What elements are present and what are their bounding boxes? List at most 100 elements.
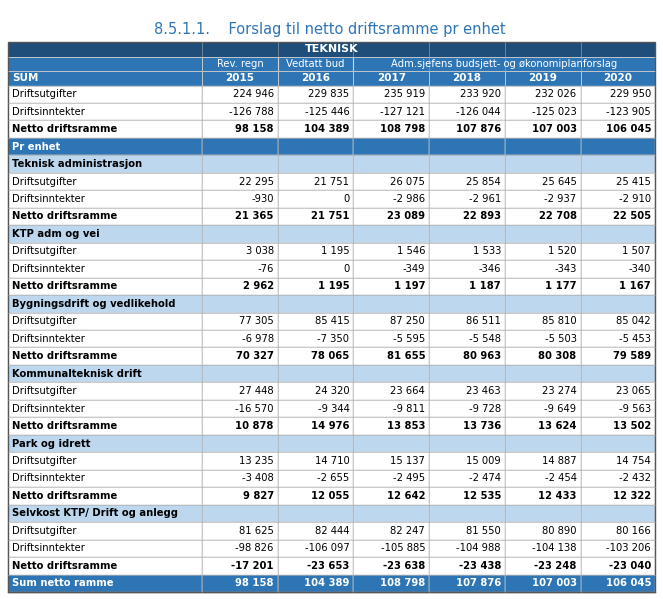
Bar [8,382,202,400]
Text: Teknisk administrasjon: Teknisk administrasjon [12,159,142,169]
Text: -6 978: -6 978 [242,334,274,344]
Text: 107 003: 107 003 [532,578,577,588]
Bar [353,330,429,347]
Bar [429,557,505,574]
Bar [505,103,581,120]
Bar [581,452,655,470]
Bar [202,522,278,540]
Bar [8,330,202,347]
Bar [202,120,278,138]
Bar [581,574,655,592]
Text: 98 158: 98 158 [235,124,274,134]
Bar [8,243,202,260]
Bar [8,208,202,225]
Text: 87 250: 87 250 [391,316,425,326]
Text: -125 446: -125 446 [305,107,349,117]
Text: -76: -76 [257,264,274,274]
Bar [505,277,581,295]
Text: 86 511: 86 511 [466,316,501,326]
Text: Selvkost KTP/ Drift og anlegg: Selvkost KTP/ Drift og anlegg [12,509,178,518]
Bar [8,365,202,382]
Text: Bygningsdrift og vedlikehold: Bygningsdrift og vedlikehold [12,299,176,309]
Text: -2 961: -2 961 [469,194,501,204]
Text: -9 728: -9 728 [469,404,501,414]
Bar [353,470,429,487]
Bar [8,452,202,470]
Bar [353,86,429,103]
Bar [505,243,581,260]
Bar [505,155,581,173]
Text: 1 197: 1 197 [394,282,425,291]
Text: 21 751: 21 751 [314,177,349,186]
Bar [353,435,429,452]
Text: -2 655: -2 655 [318,473,349,483]
Text: Vedtatt bud: Vedtatt bud [286,59,345,69]
Bar [581,557,655,574]
Text: 22 295: 22 295 [239,177,274,186]
Text: 77 305: 77 305 [239,316,274,326]
Bar [505,260,581,277]
Bar [505,208,581,225]
Text: 23 463: 23 463 [466,386,501,396]
Bar [581,225,655,243]
Bar [8,71,202,86]
Text: 23 089: 23 089 [387,211,425,222]
Bar [353,103,429,120]
Text: 15 009: 15 009 [466,456,501,466]
Bar [202,400,278,418]
Bar [505,71,581,86]
Bar [278,347,353,365]
Text: 12 642: 12 642 [387,491,425,501]
Text: 22 708: 22 708 [538,211,577,222]
Text: Adm.sjefens budsjett- og økonomiplanforslag: Adm.sjefens budsjett- og økonomiplanfors… [391,59,617,69]
Bar [202,103,278,120]
Text: 235 919: 235 919 [384,89,425,99]
Bar [429,505,505,522]
Text: 21 365: 21 365 [235,211,274,222]
Bar [581,243,655,260]
Text: Netto driftsramme: Netto driftsramme [12,124,117,134]
Text: 12 535: 12 535 [463,491,501,501]
Bar [429,313,505,330]
Text: 106 045: 106 045 [605,578,651,588]
Text: 108 798: 108 798 [380,578,425,588]
Bar [429,86,505,103]
Bar [278,225,353,243]
Bar [353,452,429,470]
Bar [278,522,353,540]
Text: -2 937: -2 937 [544,194,577,204]
Text: 25 854: 25 854 [466,177,501,186]
Text: Kommunalteknisk drift: Kommunalteknisk drift [12,368,142,379]
Text: Driftsinntekter: Driftsinntekter [12,107,85,117]
Text: Netto driftsramme: Netto driftsramme [12,491,117,501]
Bar [353,243,429,260]
Text: -346: -346 [479,264,501,274]
Text: 80 963: 80 963 [463,351,501,361]
Bar [8,120,202,138]
Text: 12 433: 12 433 [538,491,577,501]
Bar [353,505,429,522]
Text: 9 827: 9 827 [243,491,274,501]
Text: 104 389: 104 389 [304,578,349,588]
Bar [581,313,655,330]
Bar [353,190,429,208]
Bar [202,56,278,71]
Text: -23 248: -23 248 [534,561,577,571]
Text: -930: -930 [251,194,274,204]
Bar [429,155,505,173]
Bar [581,418,655,435]
Text: -127 121: -127 121 [380,107,425,117]
Bar [202,574,278,592]
Bar [581,138,655,155]
Bar [202,347,278,365]
Bar [505,505,581,522]
Text: 98 158: 98 158 [235,578,274,588]
Text: -5 548: -5 548 [469,334,501,344]
Bar [278,190,353,208]
Text: 1 187: 1 187 [469,282,501,291]
Text: 2019: 2019 [528,73,557,83]
Bar [278,330,353,347]
Bar [353,574,429,592]
Bar [353,173,429,190]
Text: SUM: SUM [12,73,38,83]
